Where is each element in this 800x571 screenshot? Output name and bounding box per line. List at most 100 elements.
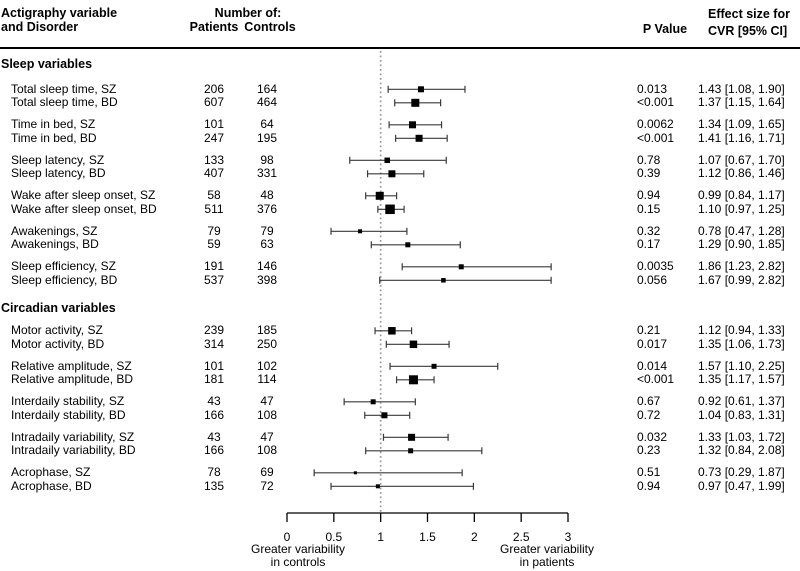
column-header-variable-line1: Actigraphy variable bbox=[1, 6, 118, 20]
effect-size-box bbox=[441, 278, 446, 283]
row-effect-ci: 1.35 [1.06, 1.73] bbox=[698, 336, 785, 351]
row-effect-ci: 0.92 [0.61, 1.37] bbox=[698, 394, 785, 409]
row-patients: 78 bbox=[207, 465, 221, 480]
row-controls: 164 bbox=[256, 81, 278, 96]
row-controls: 108 bbox=[256, 407, 278, 422]
row-effect-ci: 1.12 [0.86, 1.46] bbox=[698, 166, 785, 181]
row-label: Total sleep time, BD bbox=[11, 95, 118, 110]
effect-size-box bbox=[375, 484, 380, 489]
row-patients: 511 bbox=[204, 201, 224, 216]
row-effect-ci: 0.73 [0.29, 1.87] bbox=[698, 465, 785, 480]
row-controls: 48 bbox=[260, 188, 274, 203]
row-controls: 108 bbox=[256, 443, 278, 458]
row-effect-ci: 1.07 [0.67, 1.70] bbox=[698, 152, 785, 167]
axis-annotation-left-line2: in controls bbox=[270, 555, 326, 569]
row-label: Total sleep time, SZ bbox=[11, 81, 117, 96]
effect-size-box bbox=[417, 86, 424, 93]
row-p-value: 0.21 bbox=[637, 323, 661, 338]
row-p-value: 0.0035 bbox=[637, 259, 674, 274]
x-axis-tick-label: 3 bbox=[564, 530, 572, 544]
row-patients: 537 bbox=[203, 272, 225, 287]
row-patients: 166 bbox=[203, 407, 225, 422]
axis-annotation-right-line2: in patients bbox=[519, 555, 575, 569]
row-patients: 43 bbox=[207, 394, 221, 409]
row-patients: 314 bbox=[203, 336, 225, 351]
row-p-value: 0.32 bbox=[637, 223, 661, 238]
row-p-value: <0.001 bbox=[637, 372, 675, 387]
effect-size-box bbox=[409, 121, 417, 129]
row-effect-ci: 1.43 [1.08, 1.90] bbox=[698, 81, 785, 96]
row-controls: 63 bbox=[260, 237, 274, 252]
section-header: Sleep variables bbox=[1, 57, 93, 71]
row-controls: 250 bbox=[256, 336, 278, 351]
effect-size-box bbox=[375, 191, 384, 200]
row-patients: 181 bbox=[203, 372, 225, 387]
row-p-value: 0.014 bbox=[637, 358, 668, 373]
row-patients: 43 bbox=[207, 429, 221, 444]
row-label: Wake after sleep onset, SZ bbox=[11, 188, 156, 203]
column-header-controls: Controls bbox=[244, 20, 296, 34]
row-effect-ci: 1.29 [0.90, 1.85] bbox=[698, 237, 785, 252]
row-label: Motor activity, SZ bbox=[11, 323, 103, 338]
column-header-effect-line1: Effect size for bbox=[708, 7, 790, 21]
column-header-patients: Patients bbox=[189, 20, 239, 34]
effect-size-box bbox=[415, 134, 423, 142]
row-effect-ci: 0.99 [0.84, 1.17] bbox=[698, 188, 785, 203]
row-patients: 59 bbox=[207, 237, 221, 252]
row-controls: 69 bbox=[260, 465, 274, 480]
effect-size-box bbox=[408, 433, 416, 441]
row-effect-ci: 1.37 [1.15, 1.64] bbox=[698, 95, 785, 110]
section-header: Circadian variables bbox=[1, 300, 116, 315]
row-effect-ci: 1.67 [0.99, 2.82] bbox=[698, 272, 785, 287]
row-effect-ci: 0.78 [0.47, 1.28] bbox=[698, 223, 785, 238]
row-label: Sleep latency, BD bbox=[11, 166, 106, 181]
row-controls: 47 bbox=[260, 394, 274, 409]
row-patients: 58 bbox=[207, 188, 221, 203]
row-effect-ci: 1.86 [1.23, 2.82] bbox=[698, 259, 785, 274]
row-p-value: 0.056 bbox=[637, 272, 668, 287]
row-label: Awakenings, SZ bbox=[11, 223, 98, 238]
row-controls: 331 bbox=[256, 166, 278, 181]
row-controls: 98 bbox=[260, 152, 274, 167]
row-effect-ci: 1.12 [0.94, 1.33] bbox=[698, 323, 785, 338]
row-p-value: 0.67 bbox=[637, 394, 661, 409]
row-p-value: <0.001 bbox=[637, 130, 675, 145]
row-p-value: 0.032 bbox=[637, 429, 668, 444]
row-effect-ci: 1.10 [0.97, 1.25] bbox=[698, 201, 785, 216]
column-header-number-of: Number of: bbox=[214, 6, 282, 20]
row-patients: 407 bbox=[203, 166, 225, 181]
row-patients: 135 bbox=[203, 478, 225, 493]
row-p-value: 0.17 bbox=[637, 237, 661, 252]
row-label: Intradaily variability, SZ bbox=[11, 429, 135, 444]
row-controls: 146 bbox=[256, 259, 278, 274]
row-patients: 206 bbox=[203, 81, 225, 96]
row-p-value: 0.23 bbox=[637, 443, 661, 458]
axis-annotation-left-line1: Greater variability bbox=[250, 542, 346, 556]
effect-size-box bbox=[408, 375, 418, 385]
row-controls: 376 bbox=[256, 201, 278, 216]
row-patients: 247 bbox=[203, 130, 225, 145]
row-label: Acrophase, SZ bbox=[11, 465, 91, 480]
row-controls: 114 bbox=[257, 372, 277, 387]
row-controls: 464 bbox=[256, 95, 278, 110]
row-patients: 191 bbox=[203, 259, 225, 274]
row-label: Awakenings, BD bbox=[11, 237, 99, 252]
row-p-value: 0.013 bbox=[637, 81, 668, 96]
effect-size-box bbox=[409, 340, 418, 349]
row-label: Sleep efficiency, SZ bbox=[11, 259, 116, 274]
row-effect-ci: 1.35 [1.17, 1.57] bbox=[698, 372, 785, 387]
row-label: Interdaily stability, SZ bbox=[11, 394, 125, 409]
row-label: Wake after sleep onset, BD bbox=[11, 201, 157, 216]
row-patients: 607 bbox=[203, 95, 225, 110]
column-header-effect-line2: CVR [95% CI] bbox=[708, 24, 788, 38]
row-label: Relative amplitude, SZ bbox=[11, 358, 132, 373]
row-controls: 79 bbox=[260, 223, 274, 238]
row-patients: 101 bbox=[203, 117, 225, 132]
row-patients: 79 bbox=[207, 223, 221, 238]
row-effect-ci: 1.32 [0.84, 2.08] bbox=[698, 443, 785, 458]
column-header-variable-line2: and Disorder bbox=[1, 20, 79, 34]
row-label: Acrophase, BD bbox=[11, 478, 92, 493]
row-controls: 72 bbox=[260, 478, 274, 493]
row-label: Interdaily stability, BD bbox=[11, 407, 126, 422]
